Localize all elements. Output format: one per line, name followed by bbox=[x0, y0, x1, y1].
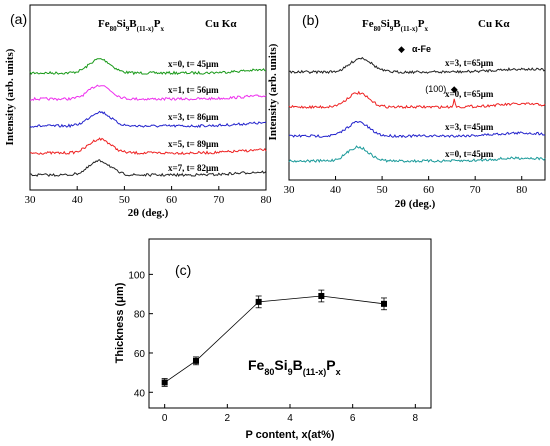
x-tick-label-a-3: 60 bbox=[166, 194, 178, 206]
c-x-tick-label-2: 4 bbox=[287, 413, 293, 424]
series-label-b-3: x=0, t=45μm bbox=[445, 149, 494, 159]
panel-b-xrd-chart: x=3, t=65μm x=0, t=65μm x=3, t=45μm x=0, t=… bbox=[267, 4, 546, 210]
c-x-tick-label-1: 2 bbox=[225, 413, 231, 424]
panel-b-composition-title: Fe80Si9B(11-x)Px bbox=[362, 18, 428, 33]
panel-c-y-axis-label: Thickness (μm) bbox=[114, 282, 126, 363]
series-label-a-0: x=0, t= 45μm bbox=[168, 59, 219, 69]
x-tick-label-a-1: 40 bbox=[72, 194, 84, 206]
thickness-point-4 bbox=[381, 300, 387, 307]
xrd-pattern-b-2 bbox=[289, 120, 546, 139]
panel-c-label: (c) bbox=[175, 262, 191, 278]
xrd-pattern-a-0 bbox=[29, 58, 267, 76]
panel-b-label: (b) bbox=[302, 12, 319, 28]
panel-b-y-axis-label: Intensity (arb. units) bbox=[267, 43, 279, 140]
x-tick-label-a-0: 30 bbox=[25, 194, 37, 206]
series-label-a-2: x=3, t= 86μm bbox=[168, 112, 219, 122]
c-y-tick-label-1: 60 bbox=[134, 349, 146, 360]
panel-a-label: (a) bbox=[10, 11, 27, 27]
panel-a-x-axis-label: 2θ (deg.) bbox=[128, 207, 169, 219]
panel-b-x-axis-label: 2θ (deg.) bbox=[395, 198, 436, 210]
series-label-a-1: x=1, t= 56μm bbox=[168, 85, 219, 95]
panel-a-composition-title: Fe80Si9B(11-x)Px bbox=[98, 18, 164, 33]
x-tick-label-b-0: 30 bbox=[284, 184, 296, 196]
x-tick-label-a-4: 70 bbox=[213, 194, 225, 206]
panel-b-alpha-fe-legend: α-Fe bbox=[412, 44, 431, 54]
panel-a-radiation-label: Cu Kα bbox=[205, 18, 237, 30]
panel-c-thickness-chart: 0 2 4 6 8 40 60 80 100 (c) Fe80Si9B(11-x)Px P co… bbox=[114, 238, 432, 441]
panel-b-peak-annotation: (100) bbox=[425, 84, 446, 94]
thickness-point-2 bbox=[255, 298, 262, 305]
panel-a-plot-frame bbox=[29, 4, 267, 191]
xrd-pattern-a-2 bbox=[29, 110, 267, 129]
xrd-pattern-a-3 bbox=[29, 137, 267, 155]
series-label-b-0: x=3, t=65μm bbox=[445, 58, 494, 68]
panel-b-peak-marker: ◆ bbox=[451, 84, 458, 94]
x-tick-label-a-2: 50 bbox=[119, 194, 131, 206]
x-tick-label-a-5: 80 bbox=[261, 194, 273, 206]
panel-b-plot-frame bbox=[288, 4, 546, 181]
xrd-pattern-b-3 bbox=[288, 145, 546, 164]
series-label-a-3: x=5, t= 89μm bbox=[168, 139, 219, 149]
c-y-tick-label-3: 100 bbox=[128, 270, 145, 281]
c-x-tick-label-0: 0 bbox=[162, 413, 168, 424]
panel-c-x-axis-label: P content, x(at%) bbox=[245, 429, 334, 441]
panel-b-radiation-label: Cu Kα bbox=[478, 18, 510, 30]
x-tick-label-b-5: 80 bbox=[516, 184, 528, 196]
c-y-tick-label-2: 80 bbox=[134, 310, 146, 321]
thickness-point-1 bbox=[193, 357, 199, 364]
c-y-tick-label-0: 40 bbox=[134, 388, 146, 399]
xrd-pattern-a-1 bbox=[30, 84, 267, 102]
series-label-b-2: x=3, t=45μm bbox=[445, 122, 494, 132]
panel-a-xrd-chart: x=0, t= 45μm x=1, t= 56μm x=3, t= 86μm x=5,… bbox=[4, 4, 273, 219]
xrd-pattern-a-4 bbox=[29, 159, 267, 178]
c-x-tick-label-4: 8 bbox=[413, 413, 419, 424]
panel-b-alpha-fe-marker: ◆ bbox=[398, 44, 405, 54]
xrd-pattern-b-1 bbox=[288, 90, 546, 110]
x-tick-label-b-1: 40 bbox=[330, 184, 342, 196]
thickness-point-3 bbox=[318, 292, 325, 299]
x-tick-label-b-4: 70 bbox=[470, 184, 482, 196]
thickness-point-0 bbox=[161, 379, 168, 386]
panel-c-composition-title: Fe80Si9B(11-x)Px bbox=[248, 357, 341, 377]
panel-a-y-axis-label: Intensity (arb. units) bbox=[4, 48, 16, 145]
series-label-b-1: x=0, t=65μm bbox=[445, 89, 494, 99]
c-x-tick-label-3: 6 bbox=[350, 413, 356, 424]
xrd-pattern-b-0 bbox=[288, 56, 546, 75]
x-tick-label-b-2: 50 bbox=[377, 184, 389, 196]
x-tick-label-b-3: 60 bbox=[423, 184, 435, 196]
series-label-a-4: x=7, t= 82μm bbox=[168, 163, 219, 173]
